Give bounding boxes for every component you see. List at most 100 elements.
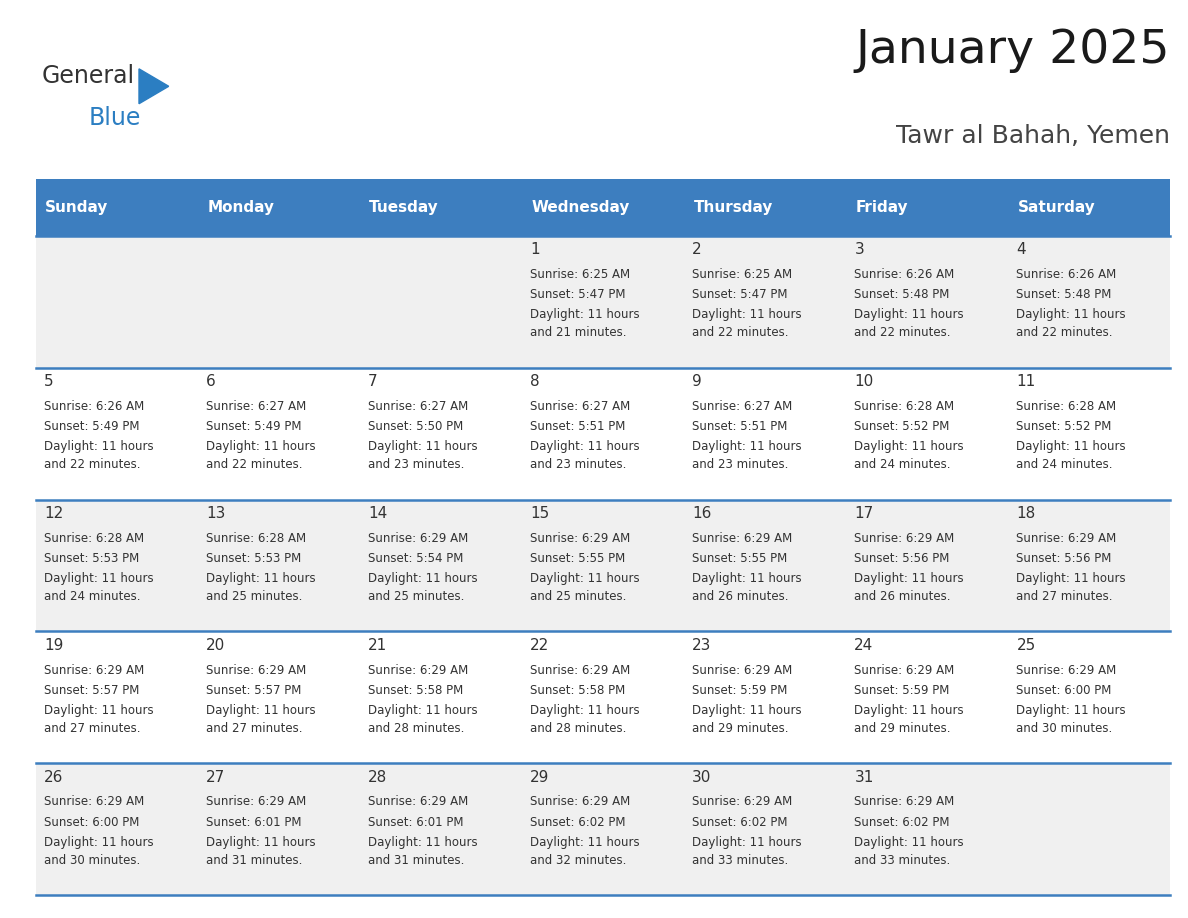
- Text: Sunrise: 6:29 AM: Sunrise: 6:29 AM: [530, 795, 631, 809]
- Text: 5: 5: [44, 375, 53, 389]
- Text: Daylight: 11 hours
and 22 minutes.: Daylight: 11 hours and 22 minutes.: [206, 441, 316, 471]
- Text: Sunset: 5:53 PM: Sunset: 5:53 PM: [206, 552, 302, 565]
- Text: January 2025: January 2025: [855, 28, 1170, 73]
- Text: Sunset: 5:49 PM: Sunset: 5:49 PM: [206, 420, 302, 433]
- Text: Sunrise: 6:29 AM: Sunrise: 6:29 AM: [1017, 664, 1117, 677]
- Text: 25: 25: [1017, 638, 1036, 653]
- Text: 13: 13: [206, 506, 226, 521]
- Text: 29: 29: [530, 769, 550, 785]
- Text: 7: 7: [368, 375, 378, 389]
- Text: Daylight: 11 hours
and 30 minutes.: Daylight: 11 hours and 30 minutes.: [1017, 704, 1126, 735]
- Text: Daylight: 11 hours
and 23 minutes.: Daylight: 11 hours and 23 minutes.: [693, 441, 802, 471]
- Bar: [36, 632, 1170, 763]
- Text: Daylight: 11 hours
and 22 minutes.: Daylight: 11 hours and 22 minutes.: [854, 308, 963, 340]
- Text: Sunrise: 6:29 AM: Sunrise: 6:29 AM: [854, 664, 955, 677]
- Text: Sunset: 5:57 PM: Sunset: 5:57 PM: [44, 684, 139, 697]
- Text: 21: 21: [368, 638, 387, 653]
- Text: Sunrise: 6:26 AM: Sunrise: 6:26 AM: [44, 400, 144, 413]
- Text: Sunrise: 6:29 AM: Sunrise: 6:29 AM: [854, 532, 955, 544]
- Text: 23: 23: [693, 638, 712, 653]
- Text: 12: 12: [44, 506, 63, 521]
- Text: Sunrise: 6:25 AM: Sunrise: 6:25 AM: [693, 268, 792, 281]
- Text: Daylight: 11 hours
and 27 minutes.: Daylight: 11 hours and 27 minutes.: [44, 704, 153, 735]
- Text: Sunrise: 6:29 AM: Sunrise: 6:29 AM: [693, 664, 792, 677]
- Text: Sunset: 6:02 PM: Sunset: 6:02 PM: [854, 815, 950, 829]
- Text: Sunset: 5:51 PM: Sunset: 5:51 PM: [530, 420, 626, 433]
- Text: Daylight: 11 hours
and 29 minutes.: Daylight: 11 hours and 29 minutes.: [693, 704, 802, 735]
- Text: Sunset: 5:47 PM: Sunset: 5:47 PM: [693, 288, 788, 301]
- Text: Sunrise: 6:29 AM: Sunrise: 6:29 AM: [368, 664, 468, 677]
- Text: Sunset: 5:57 PM: Sunset: 5:57 PM: [206, 684, 302, 697]
- Bar: [36, 499, 1170, 632]
- Text: Sunrise: 6:27 AM: Sunrise: 6:27 AM: [206, 400, 307, 413]
- Text: Sunset: 5:51 PM: Sunset: 5:51 PM: [693, 420, 788, 433]
- Text: Sunrise: 6:27 AM: Sunrise: 6:27 AM: [693, 400, 792, 413]
- Bar: [36, 179, 1170, 236]
- Text: Sunset: 6:00 PM: Sunset: 6:00 PM: [44, 815, 139, 829]
- Text: Daylight: 11 hours
and 30 minutes.: Daylight: 11 hours and 30 minutes.: [44, 835, 153, 867]
- Text: Sunset: 5:54 PM: Sunset: 5:54 PM: [368, 552, 463, 565]
- Text: Wednesday: Wednesday: [531, 200, 630, 215]
- Text: 31: 31: [854, 769, 873, 785]
- Text: Daylight: 11 hours
and 26 minutes.: Daylight: 11 hours and 26 minutes.: [854, 572, 963, 603]
- Text: Sunrise: 6:28 AM: Sunrise: 6:28 AM: [854, 400, 954, 413]
- Text: Sunrise: 6:29 AM: Sunrise: 6:29 AM: [530, 664, 631, 677]
- Text: 19: 19: [44, 638, 63, 653]
- Text: Sunset: 5:48 PM: Sunset: 5:48 PM: [854, 288, 949, 301]
- Text: Sunday: Sunday: [45, 200, 108, 215]
- Text: Daylight: 11 hours
and 24 minutes.: Daylight: 11 hours and 24 minutes.: [854, 441, 963, 471]
- Text: Sunrise: 6:29 AM: Sunrise: 6:29 AM: [44, 795, 144, 809]
- Text: Daylight: 11 hours
and 26 minutes.: Daylight: 11 hours and 26 minutes.: [693, 572, 802, 603]
- Text: Sunrise: 6:26 AM: Sunrise: 6:26 AM: [854, 268, 955, 281]
- Text: 3: 3: [854, 242, 864, 257]
- Text: 20: 20: [206, 638, 226, 653]
- Text: Daylight: 11 hours
and 31 minutes.: Daylight: 11 hours and 31 minutes.: [368, 835, 478, 867]
- Text: Blue: Blue: [89, 106, 141, 129]
- Text: Sunrise: 6:26 AM: Sunrise: 6:26 AM: [1017, 268, 1117, 281]
- Text: 4: 4: [1017, 242, 1026, 257]
- Text: 11: 11: [1017, 375, 1036, 389]
- Text: Daylight: 11 hours
and 25 minutes.: Daylight: 11 hours and 25 minutes.: [206, 572, 316, 603]
- Text: Daylight: 11 hours
and 32 minutes.: Daylight: 11 hours and 32 minutes.: [530, 835, 640, 867]
- Bar: [36, 236, 1170, 368]
- Text: Sunset: 5:58 PM: Sunset: 5:58 PM: [368, 684, 463, 697]
- Text: Sunrise: 6:29 AM: Sunrise: 6:29 AM: [693, 795, 792, 809]
- Text: 16: 16: [693, 506, 712, 521]
- Text: Daylight: 11 hours
and 25 minutes.: Daylight: 11 hours and 25 minutes.: [530, 572, 640, 603]
- Text: Sunrise: 6:29 AM: Sunrise: 6:29 AM: [854, 795, 955, 809]
- Text: Sunrise: 6:25 AM: Sunrise: 6:25 AM: [530, 268, 631, 281]
- Text: Sunrise: 6:29 AM: Sunrise: 6:29 AM: [206, 795, 307, 809]
- Text: Thursday: Thursday: [694, 200, 773, 215]
- Text: 8: 8: [530, 375, 539, 389]
- Text: Sunset: 5:56 PM: Sunset: 5:56 PM: [1017, 552, 1112, 565]
- Text: Sunrise: 6:29 AM: Sunrise: 6:29 AM: [693, 532, 792, 544]
- Text: Daylight: 11 hours
and 33 minutes.: Daylight: 11 hours and 33 minutes.: [693, 835, 802, 867]
- Text: Sunset: 5:58 PM: Sunset: 5:58 PM: [530, 684, 625, 697]
- Text: Sunset: 5:47 PM: Sunset: 5:47 PM: [530, 288, 626, 301]
- Text: Sunset: 5:52 PM: Sunset: 5:52 PM: [1017, 420, 1112, 433]
- Text: Daylight: 11 hours
and 24 minutes.: Daylight: 11 hours and 24 minutes.: [44, 572, 153, 603]
- Text: Friday: Friday: [855, 200, 908, 215]
- Text: Sunset: 5:52 PM: Sunset: 5:52 PM: [854, 420, 949, 433]
- Text: Sunrise: 6:29 AM: Sunrise: 6:29 AM: [1017, 532, 1117, 544]
- Text: Daylight: 11 hours
and 27 minutes.: Daylight: 11 hours and 27 minutes.: [1017, 572, 1126, 603]
- Text: 28: 28: [368, 769, 387, 785]
- Text: Sunrise: 6:27 AM: Sunrise: 6:27 AM: [530, 400, 631, 413]
- Text: 10: 10: [854, 375, 873, 389]
- Text: Daylight: 11 hours
and 33 minutes.: Daylight: 11 hours and 33 minutes.: [854, 835, 963, 867]
- Text: Sunrise: 6:29 AM: Sunrise: 6:29 AM: [530, 532, 631, 544]
- Text: Sunrise: 6:28 AM: Sunrise: 6:28 AM: [44, 532, 144, 544]
- Text: Sunset: 5:53 PM: Sunset: 5:53 PM: [44, 552, 139, 565]
- Text: 17: 17: [854, 506, 873, 521]
- Text: 9: 9: [693, 375, 702, 389]
- Text: Daylight: 11 hours
and 21 minutes.: Daylight: 11 hours and 21 minutes.: [530, 308, 640, 340]
- Text: Daylight: 11 hours
and 23 minutes.: Daylight: 11 hours and 23 minutes.: [368, 441, 478, 471]
- Text: 30: 30: [693, 769, 712, 785]
- Text: Daylight: 11 hours
and 29 minutes.: Daylight: 11 hours and 29 minutes.: [854, 704, 963, 735]
- Text: 2: 2: [693, 242, 702, 257]
- Text: Daylight: 11 hours
and 22 minutes.: Daylight: 11 hours and 22 minutes.: [693, 308, 802, 340]
- Polygon shape: [139, 69, 169, 104]
- Text: Sunrise: 6:28 AM: Sunrise: 6:28 AM: [206, 532, 307, 544]
- Text: Sunset: 5:55 PM: Sunset: 5:55 PM: [530, 552, 625, 565]
- Text: Sunset: 5:56 PM: Sunset: 5:56 PM: [854, 552, 949, 565]
